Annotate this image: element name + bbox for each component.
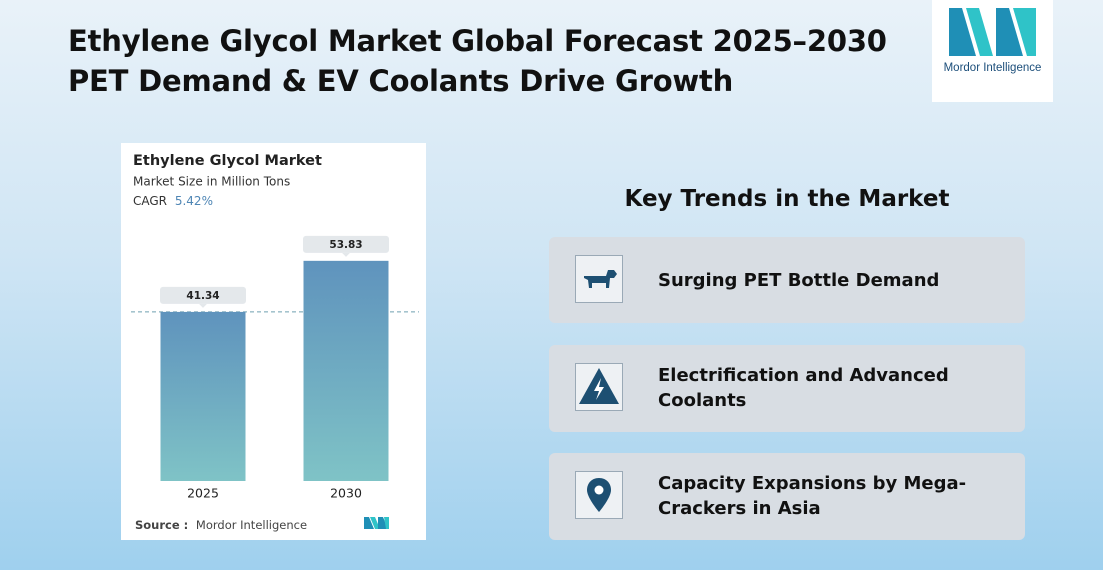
value-label: 41.34 [186, 290, 219, 302]
chart-card: Ethylene Glycol Market Market Size in Mi… [121, 143, 426, 540]
trend-line: Electrification and Advanced [658, 365, 949, 386]
dog-icon [584, 270, 617, 288]
value-label-pointer [342, 252, 350, 257]
chart: Ethylene Glycol Market Market Size in Mi… [131, 153, 419, 532]
trend-card: Surging PET Bottle Demand [549, 237, 1025, 323]
x-tick-label: 2030 [330, 486, 362, 501]
trend-icon [575, 255, 623, 303]
cagr-label: CAGR [133, 194, 167, 208]
trend-line: Surging PET Bottle Demand [658, 269, 940, 291]
trend-icon [575, 471, 623, 519]
source-label: Source : [135, 518, 188, 532]
bar [303, 260, 389, 481]
logo-mark [949, 8, 1036, 56]
value-label: 53.83 [329, 239, 362, 251]
trend-card: Capacity Expansions by Mega- Crackers in … [549, 453, 1025, 540]
page-title: Ethylene Glycol Market Global Forecast 2… [68, 24, 887, 58]
chart-subtitle: Market Size in Million Tons [133, 175, 290, 189]
trend-text: Capacity Expansions by Mega- Crackers in … [658, 453, 966, 539]
logo: Mordor Intelligence [932, 0, 1053, 102]
trend-line: Capacity Expansions by Mega- [658, 473, 967, 494]
page-title: PET Demand & EV Coolants Drive Growth [68, 64, 734, 98]
x-tick-label: 2025 [187, 486, 219, 501]
logo-text: Mordor Intelligence [943, 62, 1042, 74]
trend-text: Surging PET Bottle Demand [658, 237, 939, 323]
value-label-box [160, 286, 246, 304]
trend-icon [575, 363, 623, 411]
cagr: CAGR 5.42% [133, 194, 213, 208]
warning-icon [579, 368, 619, 404]
chart-title: Ethylene Glycol Market [133, 153, 322, 169]
source-name: Mordor Intelligence [196, 518, 307, 532]
bar [160, 311, 246, 481]
trend-text: Electrification and Advanced Coolants [658, 345, 949, 431]
value-label-box [303, 235, 389, 253]
trends-title: Key Trends in the Market [624, 186, 950, 212]
cagr-value: 5.42% [175, 194, 213, 208]
trend-card: Electrification and Advanced Coolants [549, 345, 1025, 432]
source-logo [364, 517, 389, 529]
trend-line: Crackers in Asia [658, 498, 821, 519]
source: Source : Mordor Intelligence [135, 518, 307, 532]
value-label-pointer [199, 303, 207, 308]
trend-line: Coolants [658, 390, 747, 411]
pin-icon [587, 478, 611, 512]
